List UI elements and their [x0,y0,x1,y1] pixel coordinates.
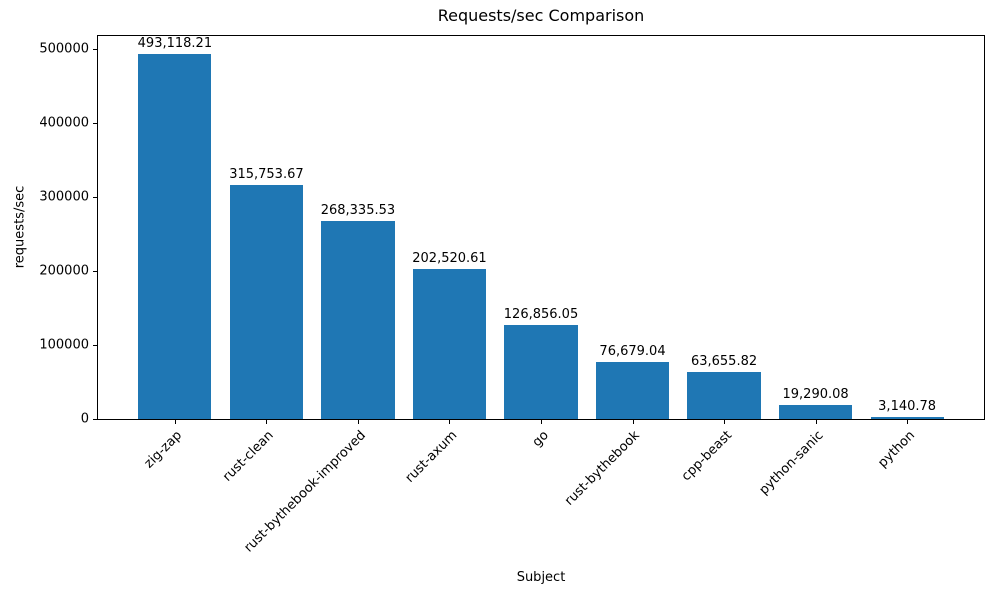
y-tick-mark [93,345,97,347]
x-tick-mark [449,420,451,424]
x-tick-label: rust-clean [220,428,278,485]
bar-cpp-beast [687,371,761,419]
y-tick-label: 500000 [39,41,89,57]
x-tick-label: rust-bythebook [562,428,644,509]
bar-zig-zap [138,54,212,419]
x-tick-mark [541,420,542,424]
bar-go [504,325,578,419]
y-tick-label: 200000 [39,263,89,279]
bar-value-label: 493,118.21 [137,36,213,52]
y-tick-mark [93,271,97,273]
x-tick-mark [174,420,176,424]
bar-python [870,416,944,419]
bar-value-label: 315,753.67 [229,167,304,183]
bar-rust-bythebook [595,362,670,419]
bar-value-label: 63,655.82 [690,353,758,369]
x-tick-label: go [529,428,552,451]
x-tick-mark [266,420,268,424]
x-tick-mark [815,420,817,424]
bar-rust-clean [229,185,304,419]
chart-title: Requests/sec Comparison [437,6,645,25]
bar-value-label: 268,335.53 [320,202,396,218]
bar-rust-bythebook-improved [321,220,395,419]
x-tick-mark [907,420,909,424]
bar-value-label: 3,140.78 [878,398,937,414]
x-tick-label: rust-axum [402,428,461,486]
bar-python-sanic [778,404,853,419]
bar-value-label: 202,520.61 [412,251,487,267]
y-tick-label: 400000 [39,115,89,131]
bar-value-label: 19,290.08 [782,386,849,402]
bar-value-label: 76,679.04 [599,344,666,360]
y-tick-mark [93,419,97,420]
y-tick-label: 0 [80,411,89,427]
x-tick-label: python-sanic [756,428,827,498]
y-tick-label: 100000 [39,337,89,353]
y-tick-label: 300000 [39,189,89,205]
y-tick-mark [93,123,97,125]
x-tick-label: python [874,428,918,471]
x-tick-mark [724,420,726,424]
x-tick-mark [632,420,634,424]
plot-area: 493,118.21 315,753.67 268,335.53 202,520.61… [97,35,985,420]
x-tick-label: zig-zap [142,428,186,472]
x-tick-mark [357,420,359,424]
bar-rust-axum [412,269,487,419]
bar-value-label: 126,856.05 [503,307,579,323]
y-tick-mark [93,197,97,199]
y-tick-mark [93,49,97,51]
x-axis-label: Subject [516,570,566,585]
x-tick-label: cpp-beast [678,428,735,485]
